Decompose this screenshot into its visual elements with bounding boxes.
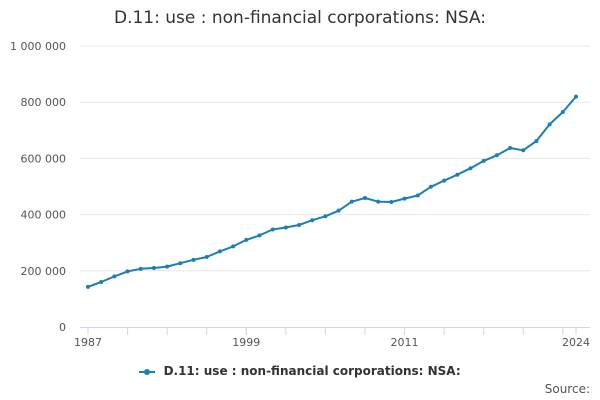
data-point[interactable] — [99, 280, 104, 285]
y-axis: 0 200 000 400 000 600 000 800 000 1 000 000 — [10, 40, 66, 334]
y-tick-label: 200 000 — [21, 265, 67, 278]
data-point[interactable] — [508, 146, 513, 151]
data-point[interactable] — [323, 214, 328, 219]
data-point[interactable] — [521, 148, 526, 153]
data-point[interactable] — [283, 225, 288, 230]
y-tick-label: 0 — [59, 321, 66, 334]
data-point[interactable] — [415, 193, 420, 198]
source-label[interactable]: Source: — [544, 382, 590, 396]
data-point[interactable] — [178, 261, 183, 266]
data-point[interactable] — [112, 274, 117, 279]
x-tick-label: 2024 — [562, 336, 590, 349]
data-point[interactable] — [428, 184, 433, 189]
data-point[interactable] — [217, 249, 222, 254]
data-point[interactable] — [297, 222, 302, 227]
data-point[interactable] — [231, 244, 236, 249]
series-group — [86, 94, 578, 289]
data-point[interactable] — [494, 153, 499, 158]
data-point[interactable] — [204, 255, 209, 260]
x-tick-label: 1987 — [74, 336, 102, 349]
data-point[interactable] — [310, 218, 315, 223]
x-axis — [80, 327, 590, 335]
y-tick-label: 600 000 — [21, 152, 67, 165]
data-point[interactable] — [402, 196, 407, 201]
data-point[interactable] — [244, 237, 249, 242]
y-tick-label: 400 000 — [21, 209, 67, 222]
data-point[interactable] — [165, 264, 170, 269]
y-tick-label: 800 000 — [21, 96, 67, 109]
x-tick-label: 2011 — [391, 336, 419, 349]
data-point[interactable] — [455, 172, 460, 177]
data-point[interactable] — [468, 166, 473, 171]
data-point[interactable] — [560, 110, 565, 115]
data-point[interactable] — [349, 199, 354, 204]
data-point[interactable] — [376, 199, 381, 204]
legend-label: D.11: use : non-financial corporations: … — [163, 364, 461, 378]
series-line — [87, 95, 577, 288]
data-point[interactable] — [574, 94, 578, 99]
legend-marker-icon — [139, 367, 156, 377]
gridlines — [80, 45, 590, 272]
data-point[interactable] — [389, 199, 394, 204]
data-point[interactable] — [534, 138, 539, 143]
data-point[interactable] — [138, 266, 143, 271]
data-point[interactable] — [442, 178, 447, 183]
data-point[interactable] — [481, 158, 486, 163]
data-point[interactable] — [86, 284, 90, 289]
data-point[interactable] — [547, 122, 552, 127]
data-point[interactable] — [270, 227, 275, 232]
x-axis-labels: 1987 1999 2011 2024 — [74, 336, 590, 349]
data-point[interactable] — [125, 269, 130, 274]
data-point[interactable] — [257, 233, 262, 238]
data-point[interactable] — [151, 265, 156, 270]
data-point[interactable] — [362, 196, 367, 201]
legend[interactable]: D.11: use : non-financial corporations: … — [0, 364, 600, 378]
data-point[interactable] — [336, 208, 341, 213]
y-tick-label: 1 000 000 — [10, 40, 66, 53]
data-point[interactable] — [191, 257, 196, 262]
x-tick-label: 1999 — [232, 336, 260, 349]
chart-title: D.11: use : non-financial corporations: … — [113, 8, 487, 28]
